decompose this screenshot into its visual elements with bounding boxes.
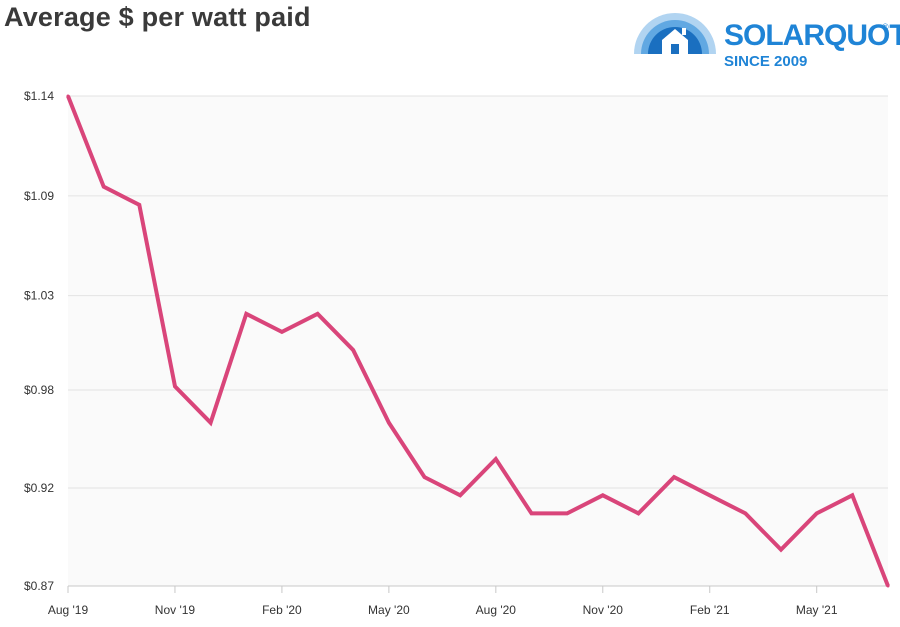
data-point: [423, 475, 426, 479]
x-tick-label: Feb '21: [690, 603, 730, 617]
logo-wordmark: SOLARQUOTES: [724, 19, 900, 52]
data-point: [850, 493, 854, 497]
data-point: [530, 511, 533, 515]
data-point: [886, 584, 890, 588]
data-point: [66, 94, 70, 98]
y-tick-label: $1.03: [24, 289, 54, 303]
page-title: Average $ per watt paid: [4, 2, 311, 32]
data-point: [387, 421, 391, 425]
data-point: [601, 493, 605, 497]
data-point: [137, 203, 141, 207]
data-point: [209, 421, 213, 425]
x-tick-label: Aug '20: [476, 603, 517, 617]
series: [66, 94, 890, 588]
data-point: [280, 330, 284, 334]
data-point: [244, 312, 248, 316]
y-tick-label: $1.09: [24, 189, 54, 203]
data-point: [173, 384, 177, 388]
data-point: [565, 511, 569, 515]
house-sunrise-icon: [634, 13, 716, 54]
y-axis: $1.14 $1.09 $1.03 $0.98 $0.92 $0.87: [24, 89, 54, 593]
data-point: [672, 475, 676, 479]
plot-area: [68, 96, 888, 586]
y-tick-label: $1.14: [24, 89, 54, 103]
data-point: [815, 511, 819, 515]
x-tick-label: Feb '20: [262, 603, 302, 617]
x-tick-label: Nov '19: [155, 603, 196, 617]
data-point: [743, 511, 747, 515]
y-tick-label: $0.87: [24, 579, 54, 593]
series-line: [66, 95, 890, 587]
data-point: [494, 457, 498, 461]
y-tick-label: $0.92: [24, 481, 54, 495]
x-tick-label: Aug '19: [48, 603, 89, 617]
x-axis: Aug '19 Nov '19 Feb '20 May '20 Aug '20 Nov '…: [48, 585, 888, 617]
data-point: [351, 348, 355, 352]
data-point: [779, 548, 783, 552]
solarquotes-logo: SOLARQUOTES ® SINCE 2009: [632, 8, 900, 72]
data-point: [458, 493, 462, 497]
data-point: [636, 511, 640, 515]
data-point: [102, 185, 106, 189]
data-point: [316, 312, 320, 316]
data-point: [708, 493, 712, 497]
x-tick-label: Nov '20: [583, 603, 624, 617]
logo-since: SINCE 2009: [724, 53, 808, 70]
x-tick-label: May '20: [368, 603, 410, 617]
x-tick-label: May '21: [796, 603, 838, 617]
y-tick-label: $0.98: [24, 383, 54, 397]
logo-registered-mark: ®: [882, 22, 889, 32]
